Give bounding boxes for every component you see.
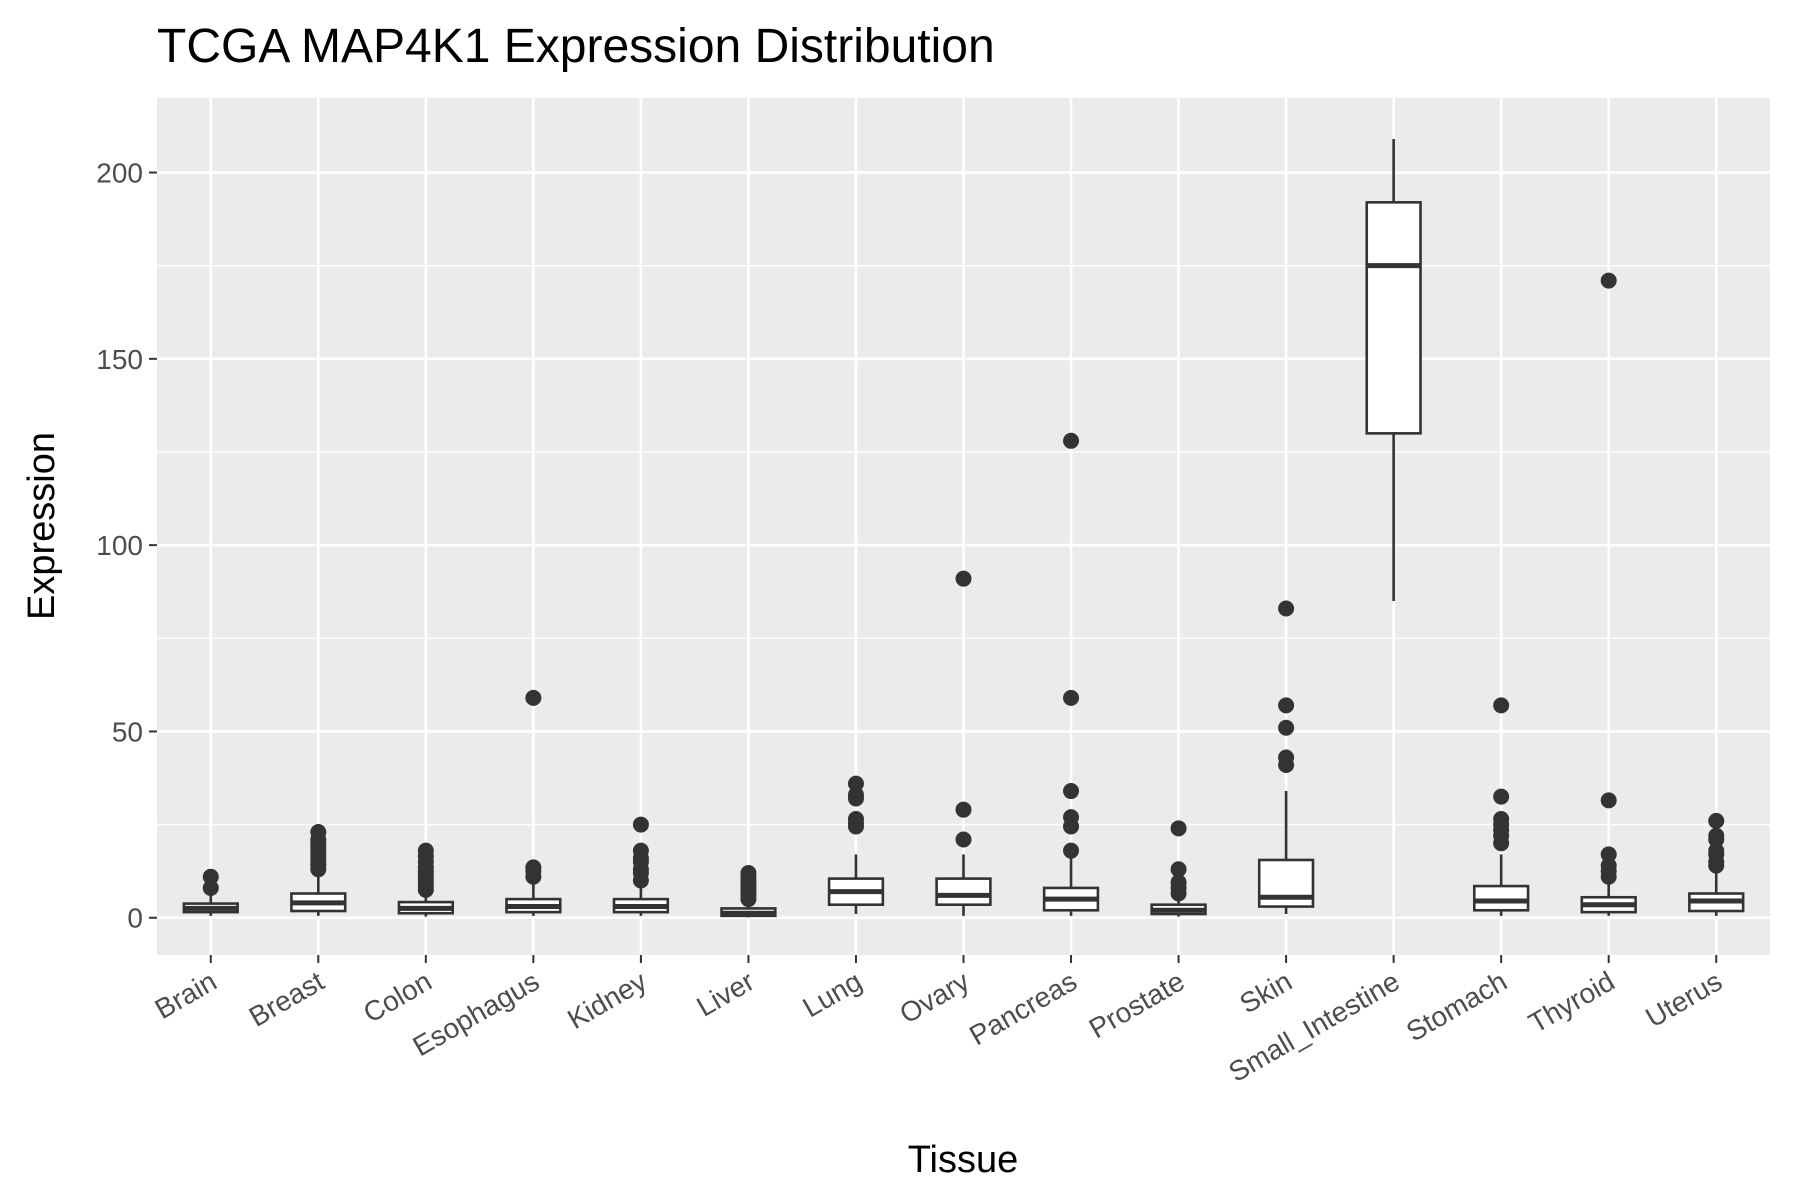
x-tick-label: Liver bbox=[691, 965, 759, 1022]
outlier-point bbox=[525, 859, 542, 876]
x-tick-label: Brain bbox=[150, 965, 222, 1025]
outlier-point bbox=[1278, 749, 1295, 766]
outlier-point bbox=[955, 801, 972, 818]
outlier-point bbox=[1278, 697, 1295, 714]
outlier-point bbox=[1278, 719, 1295, 736]
box-Kidney bbox=[612, 816, 670, 916]
outlier-point bbox=[1708, 842, 1725, 859]
outlier-point bbox=[955, 570, 972, 587]
outlier-point bbox=[632, 842, 649, 859]
outlier-point bbox=[1493, 697, 1510, 714]
outlier-point bbox=[847, 786, 864, 803]
outlier-point bbox=[1063, 783, 1080, 800]
box-iqr bbox=[1472, 884, 1530, 912]
box-Colon bbox=[397, 842, 455, 917]
y-tick-label: 100 bbox=[96, 530, 143, 561]
boxes bbox=[182, 138, 1745, 918]
outlier-point bbox=[632, 816, 649, 833]
x-tick-label: Kidney bbox=[562, 965, 652, 1035]
x-tick-label: Lung bbox=[798, 965, 867, 1023]
x-tick-label: Pancreas bbox=[964, 965, 1082, 1051]
outlier-point bbox=[202, 868, 219, 885]
box-Thyroid bbox=[1580, 272, 1637, 916]
x-tick-label: Skin bbox=[1234, 965, 1297, 1019]
y-axis: 0 50 100 150 200 bbox=[96, 158, 157, 934]
outlier-point bbox=[1063, 809, 1080, 826]
outlier-point bbox=[955, 831, 972, 848]
outlier-point bbox=[847, 775, 864, 792]
box-Brain bbox=[182, 868, 239, 916]
x-tick-label: Stomach bbox=[1401, 965, 1512, 1047]
x-tick-label: Uterus bbox=[1640, 965, 1727, 1033]
x-tick-label: Ovary bbox=[894, 965, 974, 1029]
box-Small_Intestine bbox=[1365, 138, 1422, 602]
x-axis-title: Tissue bbox=[908, 1139, 1019, 1181]
y-tick-label: 150 bbox=[96, 344, 143, 375]
outlier-point bbox=[1278, 600, 1295, 617]
outlier-point bbox=[1600, 792, 1617, 809]
outlier-point bbox=[310, 824, 327, 841]
outlier-point bbox=[417, 842, 434, 859]
outlier-point bbox=[847, 810, 864, 827]
y-axis-title: Expression bbox=[21, 432, 63, 620]
outlier-point bbox=[1493, 810, 1510, 827]
outlier-point bbox=[1063, 432, 1080, 449]
outlier-point bbox=[1600, 857, 1617, 874]
box-Liver bbox=[720, 865, 777, 918]
chart-title: TCGA MAP4K1 Expression Distribution bbox=[157, 20, 995, 73]
outlier-point bbox=[1063, 689, 1080, 706]
x-tick-label: Breast bbox=[244, 965, 330, 1032]
box-Skin bbox=[1257, 600, 1315, 915]
box-Prostate bbox=[1150, 820, 1207, 917]
box-Pancreas bbox=[1042, 432, 1100, 916]
y-tick-label: 50 bbox=[112, 716, 143, 747]
outlier-point bbox=[1170, 861, 1187, 878]
outlier-point bbox=[1493, 788, 1510, 805]
outlier-point bbox=[525, 689, 542, 706]
x-tick-label: Colon bbox=[358, 965, 437, 1028]
box-Breast bbox=[290, 824, 347, 916]
outlier-point bbox=[740, 865, 757, 882]
box-Lung bbox=[827, 775, 885, 915]
y-tick-label: 200 bbox=[96, 158, 143, 189]
outlier-point bbox=[202, 879, 219, 896]
box-Uterus bbox=[1688, 812, 1745, 916]
box-iqr bbox=[935, 877, 992, 906]
box-Ovary bbox=[935, 570, 992, 916]
box-iqr bbox=[1365, 201, 1422, 435]
outlier-point bbox=[1063, 842, 1080, 859]
outlier-point bbox=[1708, 827, 1725, 844]
x-tick-label: Thyroid bbox=[1523, 965, 1619, 1039]
outlier-point bbox=[1170, 874, 1187, 891]
outlier-point bbox=[1600, 846, 1617, 863]
box-Esophagus bbox=[505, 689, 562, 916]
outlier-point bbox=[1600, 272, 1617, 289]
x-tick-label: Prostate bbox=[1084, 965, 1190, 1044]
box-Stomach bbox=[1472, 697, 1530, 916]
y-tick-label: 0 bbox=[127, 903, 143, 934]
outlier-point bbox=[1708, 812, 1725, 829]
outlier-point bbox=[1170, 820, 1187, 837]
